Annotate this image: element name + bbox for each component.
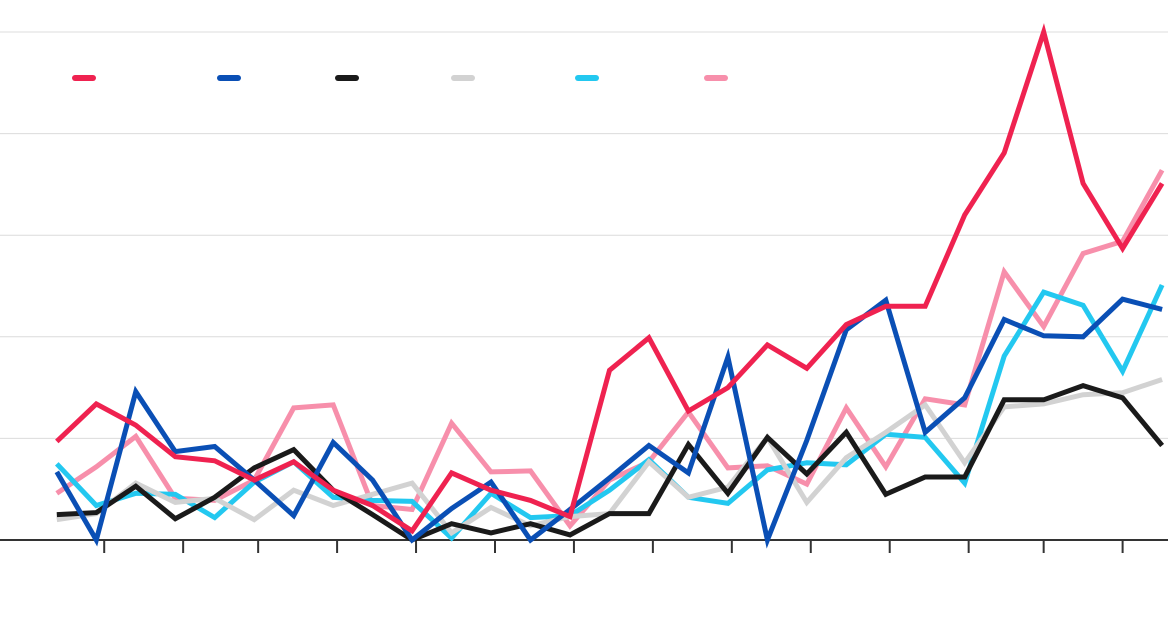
- series-line: [56, 382, 1165, 543]
- series-line: [54, 296, 1163, 549]
- series-line: [55, 168, 1165, 530]
- series-line: [55, 23, 1165, 535]
